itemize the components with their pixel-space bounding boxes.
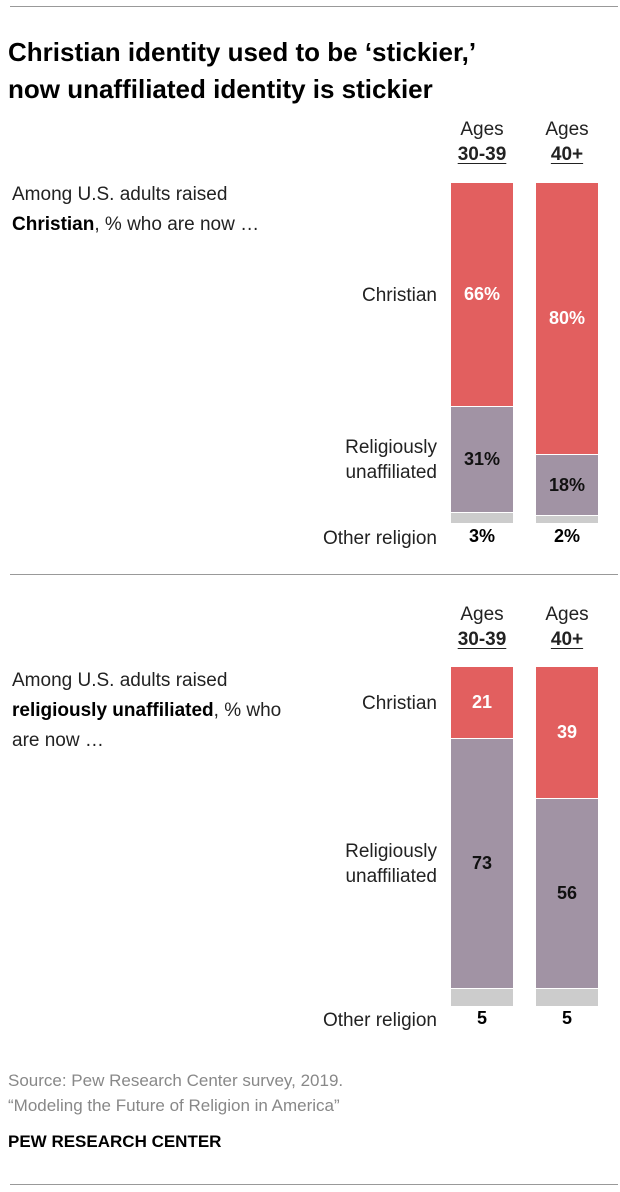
bar-christian-30-39 <box>451 667 513 738</box>
column-header: Ages 30-39 <box>442 117 522 167</box>
column-header-range: 40+ <box>550 144 584 165</box>
subtitle-emphasis: religiously unaffiliated <box>12 700 214 721</box>
column-header: Ages 40+ <box>527 602 607 652</box>
value-label-christian-30-39: 66% <box>463 284 501 305</box>
source-note: Source: Pew Research Center survey, 2019… <box>8 1068 343 1118</box>
subtitle-emphasis: Christian <box>12 214 95 235</box>
bar-other-religion-40 <box>536 989 598 1006</box>
bar-other-religion-40 <box>536 516 598 523</box>
column-header-range: 40+ <box>550 629 584 650</box>
bar-religiously-unaffiliated-40 <box>536 799 598 989</box>
column-header-ages: Ages <box>460 119 504 140</box>
source-line-1: Source: Pew Research Center survey, 2019… <box>8 1071 344 1090</box>
panel-subtitle: Among U.S. adults raised Christian, % wh… <box>12 180 312 240</box>
panel-subtitle: Among U.S. adults raised religiously una… <box>12 666 312 756</box>
row-label-other-religion: Other religion <box>323 1008 437 1033</box>
value-label-religiously-unaffiliated-40: 18% <box>548 474 586 495</box>
panel-divider <box>10 574 618 575</box>
row-label-christian: Christian <box>362 283 437 308</box>
chart-title-line-2: now unaffiliated identity is stickier <box>8 74 433 104</box>
bar-religiously-unaffiliated-40 <box>536 455 598 516</box>
value-label-religiously-unaffiliated-30-39: 73 <box>471 852 493 873</box>
row-label-other-religion: Other religion <box>323 526 437 551</box>
row-label-text: Religiously <box>345 840 437 862</box>
column-header-range: 30-39 <box>457 144 507 165</box>
bottom-rule <box>10 1184 618 1185</box>
row-label-religiously-unaffiliated: Religiously unaffiliated <box>345 839 437 889</box>
top-rule <box>10 6 618 7</box>
brand-label: PEW RESEARCH CENTER <box>8 1132 222 1151</box>
row-label-text: unaffiliated <box>345 865 437 887</box>
column-header: Ages 40+ <box>527 117 607 167</box>
bar-religiously-unaffiliated-30-39 <box>451 738 513 988</box>
bar-christian-40 <box>536 667 598 799</box>
value-label-other-religion-30-39: 5 <box>476 1008 487 1028</box>
row-label-text: Other religion <box>322 1010 437 1031</box>
row-label-text: Christian <box>362 285 437 307</box>
column-header: Ages 30-39 <box>442 602 522 652</box>
row-label-text: unaffiliated <box>345 462 437 484</box>
value-label-religiously-unaffiliated-30-39: 31% <box>463 449 501 470</box>
value-label-christian-40: 80% <box>548 308 586 328</box>
chart-title: Christian identity used to be ‘stickier,… <box>8 34 613 108</box>
column-header-ages: Ages <box>460 604 504 625</box>
bar-religiously-unaffiliated-30-39 <box>451 407 513 512</box>
row-label-text: Other religion <box>322 528 437 549</box>
bar-other-religion-30-39 <box>451 512 513 523</box>
subtitle-text: , % who are now … <box>94 214 260 235</box>
chart-title-line-1: Christian identity used to be ‘stickier,… <box>8 37 477 67</box>
value-label-religiously-unaffiliated-40: 56 <box>556 883 578 904</box>
subtitle-text: Among U.S. adults raised <box>12 184 228 205</box>
value-label-christian-30-39: 21 <box>471 691 493 712</box>
subtitle-text: , % who are now … <box>12 700 282 751</box>
column-header-ages: Ages <box>545 604 589 625</box>
row-label-christian: Christian <box>362 691 437 716</box>
value-label-other-religion-40: 5 <box>561 1008 572 1028</box>
subtitle-text: Among U.S. adults raised <box>12 670 228 691</box>
column-header-range: 30-39 <box>457 629 507 650</box>
row-label-text: Christian <box>362 692 437 714</box>
value-label-other-religion-30-39: 3% <box>468 526 495 546</box>
row-label-religiously-unaffiliated: Religiously unaffiliated <box>345 435 437 485</box>
value-label-christian-40: 39 <box>556 722 578 743</box>
bar-other-religion-30-39 <box>451 988 513 1006</box>
value-label-other-religion-40: 2% <box>553 526 580 546</box>
bar-christian-40 <box>536 183 598 454</box>
source-line-2: “Modeling the Future of Religion in Amer… <box>8 1096 340 1115</box>
column-header-ages: Ages <box>545 119 589 140</box>
bar-christian-30-39 <box>451 183 513 407</box>
row-label-text: Religiously <box>345 437 437 459</box>
